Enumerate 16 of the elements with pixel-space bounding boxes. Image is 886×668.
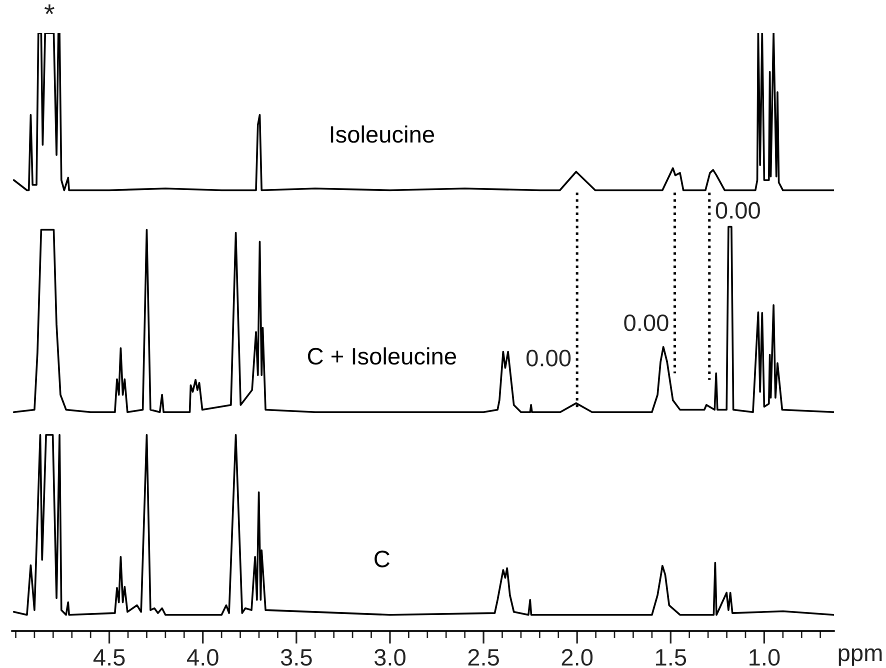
x-axis-title: ppm (838, 648, 882, 666)
series-label: C + Isoleucine (308, 347, 456, 365)
x-tick-label: 1.5 (656, 649, 686, 666)
series-label: Isoleucine (330, 125, 434, 143)
x-tick-label: 4.5 (93, 649, 125, 666)
annotation: 0.00 (716, 202, 760, 219)
x-tick-label: 3.5 (280, 648, 312, 666)
x-tick-label: 2.5 (468, 648, 499, 666)
annotation: * (44, 4, 54, 14)
annotation: 0.00 (624, 314, 668, 332)
annotation: 0.00 (526, 350, 571, 366)
x-tick-label: 3.0 (374, 648, 406, 666)
x-tick-label: 2.0 (562, 648, 593, 666)
x-tick-label: 1.0 (750, 648, 780, 666)
x-tick-label: 4.0 (186, 648, 218, 666)
series-label: C (374, 550, 390, 568)
